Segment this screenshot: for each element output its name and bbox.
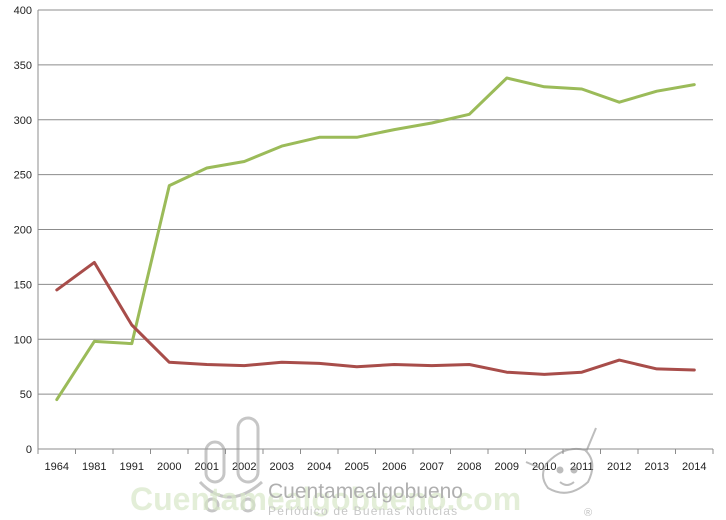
watermark: Cuentamealgobueno.com Cuentamealgobueno … — [130, 416, 597, 519]
x-tick-label: 2000 — [157, 461, 181, 473]
mascot-logo-icon — [198, 416, 263, 513]
y-tick-label: 100 — [14, 334, 32, 346]
y-tick-label: 250 — [14, 170, 32, 182]
y-tick-label: 200 — [14, 225, 32, 237]
y-tick-label: 50 — [20, 389, 32, 401]
y-tick-label: 0 — [26, 444, 32, 456]
gridlines — [38, 9, 713, 395]
x-tick-label: 2014 — [682, 461, 706, 473]
watermark-tagline: Periódico de Buenas Noticias — [268, 504, 458, 518]
y-axis-tick-labels: 0 50 100 150 200 250 300 350 400 — [14, 5, 32, 456]
registered-mark: ® — [584, 507, 592, 519]
series-line-1 — [55, 76, 696, 402]
y-tick-label: 400 — [14, 5, 32, 17]
character-doodle-icon — [525, 427, 597, 494]
x-tick-label: 2004 — [307, 461, 331, 473]
series-line-2 — [55, 260, 696, 376]
x-tick-label: 1964 — [45, 461, 69, 473]
x-tick-label: 2002 — [232, 461, 256, 473]
watermark-brand-large: Cuentamealgobueno.com — [130, 481, 521, 517]
watermark-brand: Cuentamealgobueno — [268, 480, 463, 503]
x-tick-label: 2012 — [607, 461, 631, 473]
x-tick-label: 2006 — [382, 461, 406, 473]
x-tick-label: 2009 — [495, 461, 519, 473]
x-tick-label: 2013 — [645, 461, 669, 473]
y-tick-label: 150 — [14, 279, 32, 291]
x-tick-label: 1991 — [120, 461, 144, 473]
y-tick-label: 300 — [14, 115, 32, 127]
series-lines — [55, 76, 696, 402]
y-tick-label: 350 — [14, 60, 32, 72]
x-tick-label: 2003 — [270, 461, 294, 473]
x-tick-label: 2007 — [420, 461, 444, 473]
x-tick-label: 2008 — [457, 461, 481, 473]
x-tick-label: 1981 — [82, 461, 106, 473]
axes — [37, 10, 714, 454]
x-axis-tick-labels: 1964 1981 1991 2000 2001 2002 2003 2004 2005 2006… — [45, 461, 707, 473]
x-tick-label: 2005 — [345, 461, 369, 473]
